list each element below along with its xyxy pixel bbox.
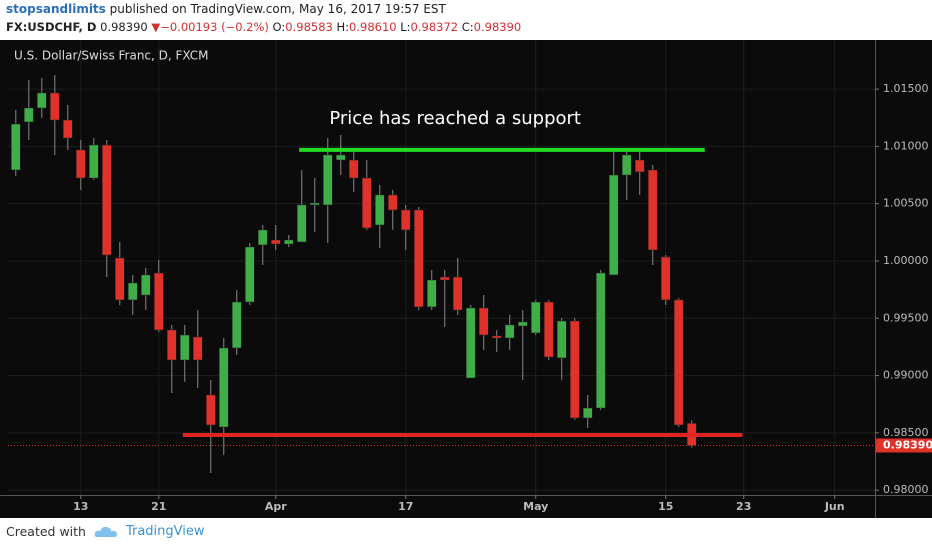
y-tick-label: 1.00000 xyxy=(883,254,929,267)
candle-body xyxy=(608,174,619,276)
candle-body xyxy=(245,246,255,303)
brand[interactable]: TradingView xyxy=(125,524,205,539)
candle-body xyxy=(336,154,346,161)
candle-body xyxy=(452,276,463,311)
annotation: Price has reached a support xyxy=(329,108,581,129)
l-label: L: xyxy=(400,20,411,34)
h: 0.98610 xyxy=(349,20,397,34)
candle-body xyxy=(193,336,203,361)
created-with: Created with xyxy=(6,524,86,539)
candle-body xyxy=(621,154,632,176)
candle-body xyxy=(323,154,333,206)
candle-body xyxy=(63,119,73,139)
candle-body xyxy=(439,276,450,281)
candle-body xyxy=(349,159,359,179)
last-price-tag xyxy=(876,438,932,453)
candle-body xyxy=(414,209,424,308)
y-tick-label: 0.99500 xyxy=(883,311,929,324)
last: 0.98390 xyxy=(100,20,148,34)
y-tick-label: 1.01000 xyxy=(883,139,929,152)
o-label: O: xyxy=(272,20,286,34)
x-tick-label: May xyxy=(523,500,548,513)
candle-body xyxy=(167,329,177,361)
c-label: C: xyxy=(461,20,474,34)
candle-body xyxy=(530,301,541,334)
candle-body xyxy=(517,321,528,327)
ohlc-line: FX:USDCHF, D 0.98390 ▼−0.00193 (−0.2%) O… xyxy=(6,20,521,34)
l: 0.98372 xyxy=(410,20,459,34)
y-tick-label: 1.01500 xyxy=(883,82,929,95)
candle-body xyxy=(76,149,86,179)
last-price-label: 0.98390 xyxy=(883,438,932,451)
y-tick-label: 0.98500 xyxy=(883,426,929,439)
candle-body xyxy=(478,307,489,336)
candle-body xyxy=(297,204,307,243)
candle-body xyxy=(219,347,229,428)
x-tick-label: 13 xyxy=(73,500,88,513)
y-tick-label: 0.99000 xyxy=(883,369,929,382)
candle-body xyxy=(569,320,580,419)
candle-body xyxy=(37,92,47,109)
candle-body xyxy=(375,194,385,226)
candle-body xyxy=(582,407,593,419)
y-tick-label: 1.00500 xyxy=(883,197,929,210)
candle-body xyxy=(465,307,476,379)
candle-body xyxy=(24,107,34,123)
h-label: H: xyxy=(336,20,350,34)
candle-body xyxy=(258,229,268,246)
candle-body xyxy=(11,123,21,171)
candle-body xyxy=(504,324,515,339)
author[interactable]: stopsandlimits xyxy=(6,2,106,16)
candle-body xyxy=(271,239,281,245)
candle-body xyxy=(427,279,437,308)
x-tick-label: 23 xyxy=(736,500,751,513)
candle-body xyxy=(232,301,242,349)
published: published on TradingView.com, May 16, 20… xyxy=(109,2,446,16)
candle-body xyxy=(660,256,671,301)
change: −0.00193 (−0.2%) xyxy=(160,20,269,34)
o: 0.98583 xyxy=(285,20,333,34)
footer: Created with TradingView xyxy=(6,524,205,539)
c: 0.98390 xyxy=(473,20,522,34)
candle-body xyxy=(180,334,190,361)
candle-body xyxy=(595,272,606,409)
candle-body xyxy=(128,282,138,301)
candle-body xyxy=(673,299,684,426)
candle-body xyxy=(115,257,125,301)
chart: 0.98000 0.98500 0.99000 0.99500 1.00000 1.005… xyxy=(0,40,932,518)
candle-body xyxy=(634,159,645,173)
candle-body xyxy=(50,92,60,121)
y-tick-label: 0.98000 xyxy=(883,483,929,496)
x-tick-label: 15 xyxy=(658,500,673,513)
candle-body xyxy=(647,169,658,251)
header-line: stopsandlimits published on TradingView.… xyxy=(6,2,446,16)
candle-body xyxy=(154,272,164,331)
logo xyxy=(94,526,117,537)
candle-body xyxy=(206,394,216,426)
candle-body xyxy=(401,209,411,231)
candle-body xyxy=(284,239,294,245)
candle-body xyxy=(102,144,112,256)
candle-body xyxy=(491,335,502,339)
symbol: FX:USDCHF, D xyxy=(6,20,97,34)
arrow: ▼ xyxy=(151,20,161,34)
x-tick-label: 17 xyxy=(398,500,413,513)
candle-body xyxy=(556,320,567,359)
x-tick-label: Jun xyxy=(824,500,845,513)
candle-body xyxy=(89,144,99,179)
candle-body xyxy=(543,301,554,358)
candle-body xyxy=(388,194,398,211)
candle-body xyxy=(362,177,372,229)
x-tick-label: Apr xyxy=(265,500,287,513)
candle-body xyxy=(310,202,320,206)
x-tick-label: 21 xyxy=(151,500,166,513)
candle-body xyxy=(141,274,151,296)
chart-title: U.S. Dollar/Swiss Franc, D, FXCM xyxy=(14,49,209,63)
